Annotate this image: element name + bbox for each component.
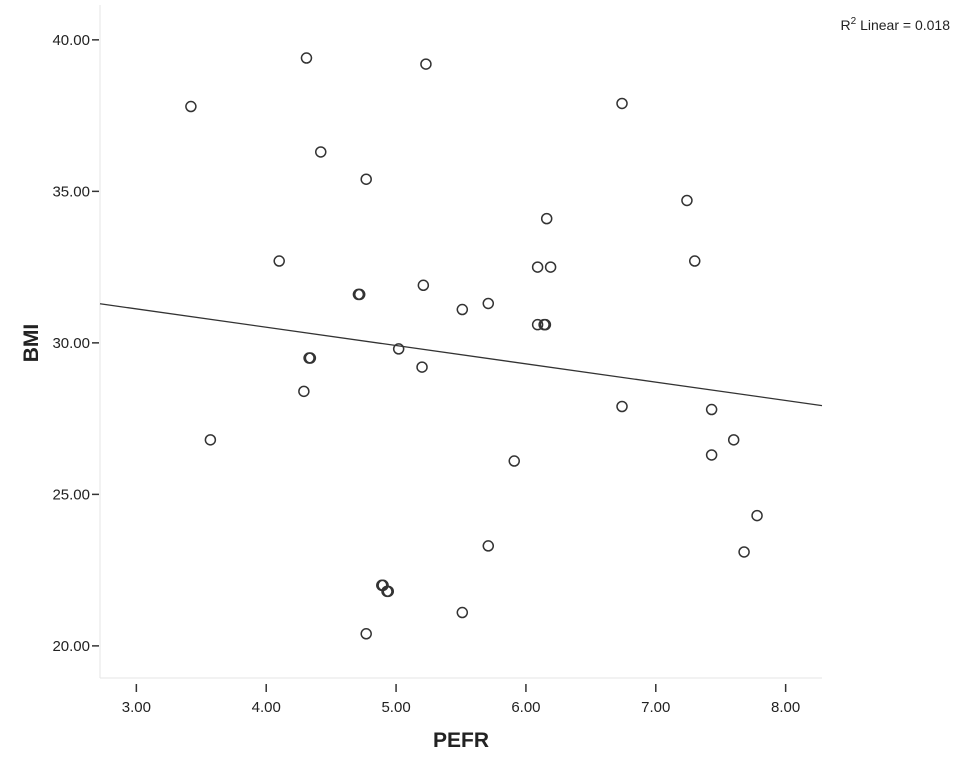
x-axis-title: PEFR <box>433 729 489 752</box>
data-point <box>382 585 395 598</box>
y-tick-label: 40.00 <box>52 32 90 49</box>
data-point <box>539 318 552 331</box>
r-squared-annotation: R2 Linear = 0.018 <box>841 16 951 33</box>
data-point <box>681 194 693 207</box>
y-axis-title: BMI <box>20 324 43 363</box>
r2-text: Linear = 0.018 <box>856 17 950 33</box>
regression-line-group <box>99 303 823 407</box>
y-tick-label: 20.00 <box>52 638 90 655</box>
y-tick-label: 25.00 <box>52 486 90 503</box>
data-point <box>751 509 763 522</box>
data-point <box>616 400 628 413</box>
data-point <box>738 546 750 558</box>
data-point <box>688 255 701 267</box>
regression-line <box>99 303 823 407</box>
data-point <box>727 434 740 446</box>
data-point <box>531 261 544 273</box>
data-point <box>456 303 469 316</box>
data-point <box>508 455 520 467</box>
data-point <box>456 606 469 619</box>
data-point <box>417 279 430 292</box>
data-point <box>544 261 557 273</box>
r2-superscript: 2 <box>851 16 857 27</box>
x-tick-label: 8.00 <box>771 699 800 716</box>
data-point <box>300 52 313 64</box>
x-axis-ticks: 3.00 4.00 5.00 6.00 7.00 8.00 <box>122 684 800 716</box>
data-point <box>705 403 718 416</box>
r2-prefix: R <box>841 17 851 33</box>
data-point <box>304 352 317 364</box>
data-point <box>482 297 495 310</box>
data-point <box>616 97 628 110</box>
data-point <box>273 255 285 267</box>
data-point <box>298 385 310 398</box>
data-point <box>420 58 432 70</box>
data-point <box>204 434 217 446</box>
data-point <box>705 449 718 461</box>
data-point <box>185 100 197 113</box>
data-point <box>315 146 327 158</box>
y-tick-label: 30.00 <box>52 335 90 352</box>
y-axis-ticks: 20.00 25.00 30.00 35.00 40.00 <box>52 32 99 655</box>
axes <box>99 5 822 679</box>
data-point <box>416 361 428 373</box>
y-tick-label: 35.00 <box>52 183 90 200</box>
x-tick-label: 4.00 <box>252 699 281 716</box>
x-tick-label: 6.00 <box>511 699 540 716</box>
data-point <box>360 628 372 640</box>
x-tick-label: 3.00 <box>122 699 151 716</box>
data-point <box>540 212 553 225</box>
data-point <box>531 318 544 331</box>
x-tick-label: 7.00 <box>641 699 670 716</box>
data-point <box>360 173 372 185</box>
data-point <box>353 288 366 301</box>
data-points <box>185 52 763 640</box>
x-tick-label: 5.00 <box>381 699 410 716</box>
data-point <box>482 540 495 552</box>
data-point <box>392 343 405 355</box>
